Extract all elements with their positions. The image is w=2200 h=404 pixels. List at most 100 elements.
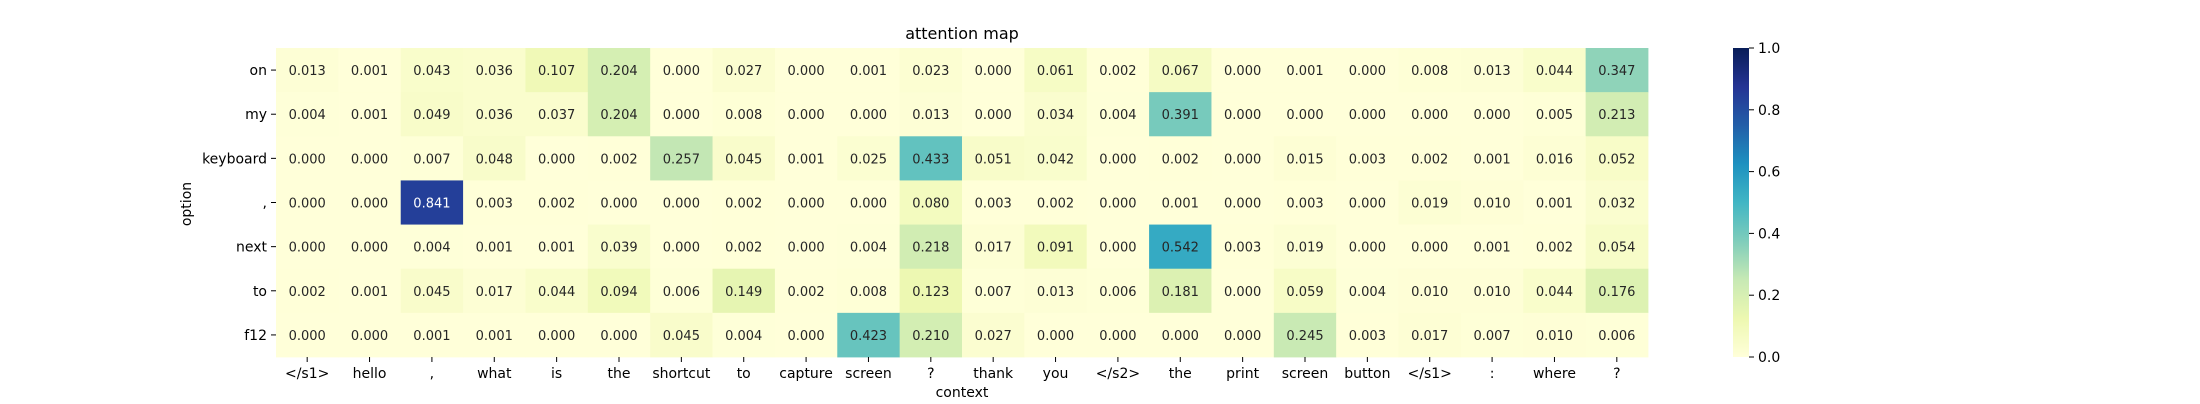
heatmap-cell-1-15: [1211, 92, 1275, 137]
heatmap-cell-1-12: [1024, 92, 1088, 137]
x-tick-label: </s1>: [1408, 366, 1452, 382]
cell-value-label: 0.036: [476, 64, 513, 79]
cell-value-label: 0.000: [1099, 329, 1136, 344]
cell-value-label: 0.004: [1349, 285, 1386, 300]
heatmap-cell-2-9: [837, 136, 901, 181]
heatmap-cell-6-6: [650, 312, 713, 358]
heatmap-cell-1-0: [276, 92, 339, 137]
cell-value-label: 0.000: [1349, 64, 1386, 79]
heatmap-cell-6-16: [1273, 312, 1337, 358]
cell-value-label: 0.002: [787, 285, 824, 300]
heatmap-cell-2-10: [899, 136, 963, 181]
heatmap-cell-0-6: [650, 48, 713, 93]
cell-value-label: 0.001: [413, 329, 450, 344]
cell-value-label: 0.094: [600, 285, 637, 300]
cell-value-label: 0.542: [1162, 241, 1199, 256]
heatmap-cell-3-0: [276, 180, 339, 225]
x-tick-label: you: [1043, 366, 1069, 382]
heatmap-cell-5-14: [1149, 268, 1212, 314]
cell-value-label: 0.000: [1224, 197, 1261, 212]
heatmap-cell-0-9: [837, 48, 901, 93]
heatmap-cell-6-13: [1086, 312, 1150, 358]
heatmap-cell-4-17: [1336, 224, 1399, 270]
cell-value-label: 0.006: [663, 285, 700, 300]
x-tick-label: capture: [779, 366, 833, 382]
heatmap-cell-2-4: [525, 136, 589, 181]
heatmap-cell-3-10: [899, 180, 963, 225]
cell-value-label: 0.000: [600, 329, 637, 344]
x-tick-label: </s2>: [1096, 366, 1140, 382]
heatmap-cell-5-5: [587, 268, 651, 314]
cell-value-label: 0.008: [1411, 64, 1448, 79]
heatmap-cell-1-21: [1585, 92, 1649, 137]
x-tick-label: ,: [430, 366, 434, 382]
cell-value-label: 0.210: [912, 329, 949, 344]
cell-value-label: 0.039: [600, 241, 637, 256]
heatmap-cell-0-0: [276, 48, 339, 93]
heatmap-cell-0-8: [774, 48, 838, 93]
heatmap-cell-6-11: [962, 312, 1025, 358]
heatmap-cell-4-15: [1211, 224, 1275, 270]
colorbar: 0.0 0.2 0.4 0.6 0.8 1.0: [1733, 41, 1780, 366]
cell-value-label: 0.043: [413, 64, 450, 79]
heatmap-cell-4-9: [837, 224, 901, 270]
colorbar-tick-label: 0.4: [1758, 226, 1780, 242]
cell-value-label: 0.000: [1286, 108, 1323, 123]
heatmap-cell-1-1: [338, 92, 402, 137]
cell-value-label: 0.000: [1349, 241, 1386, 256]
heatmap-cell-5-18: [1398, 268, 1462, 314]
cell-value-label: 0.000: [1224, 285, 1261, 300]
cell-value-label: 0.016: [1536, 152, 1573, 167]
cell-value-label: 0.000: [1224, 64, 1261, 79]
heatmap-cell-5-11: [962, 268, 1025, 314]
heatmap-cell-0-19: [1460, 48, 1524, 93]
heatmap-cell-2-13: [1086, 136, 1150, 181]
heatmap-cell-6-8: [774, 312, 838, 358]
heatmap-cell-0-4: [525, 48, 589, 93]
heatmap-cell-4-2: [400, 224, 464, 270]
heatmap-cell-1-4: [525, 92, 589, 137]
cell-value-label: 0.149: [725, 285, 762, 300]
heatmap-cell-3-2: [400, 180, 464, 225]
heatmap-cell-1-3: [463, 92, 526, 137]
cell-value-label: 0.027: [725, 64, 762, 79]
heatmap-cell-2-21: [1585, 136, 1649, 181]
cell-value-label: 0.034: [1037, 108, 1074, 123]
cell-value-label: 0.000: [1473, 108, 1510, 123]
cell-value-label: 0.000: [351, 329, 388, 344]
cell-value-label: 0.048: [476, 152, 513, 167]
heatmap-cell-4-8: [774, 224, 838, 270]
y-axis-ticks: on my keyboard, next to f12: [202, 63, 276, 344]
y-tick-label: on: [250, 63, 267, 79]
cell-value-label: 0.007: [413, 152, 450, 167]
cell-value-label: 0.001: [787, 152, 824, 167]
cell-value-label: 0.006: [1598, 329, 1635, 344]
cell-value-label: 0.000: [351, 152, 388, 167]
cell-value-label: 0.005: [1536, 108, 1573, 123]
cell-value-label: 0.010: [1473, 285, 1510, 300]
cell-value-label: 0.000: [1411, 241, 1448, 256]
cell-value-label: 0.003: [1349, 329, 1386, 344]
heatmap-cell-4-0: [276, 224, 339, 270]
heatmap-cell-0-13: [1086, 48, 1150, 93]
chart-title: attention map: [905, 24, 1019, 43]
heatmap-cell-5-3: [463, 268, 526, 314]
cell-value-label: 0.001: [351, 64, 388, 79]
cell-value-label: 0.000: [850, 108, 887, 123]
heatmap-cell-6-15: [1211, 312, 1275, 358]
heatmap-cell-2-11: [962, 136, 1025, 181]
heatmap-cell-5-2: [400, 268, 464, 314]
heatmap-cell-3-9: [837, 180, 901, 225]
cell-value-label: 0.080: [912, 197, 949, 212]
cell-value-label: 0.002: [1411, 152, 1448, 167]
heatmap-cell-3-12: [1024, 180, 1088, 225]
x-tick-label: ?: [927, 366, 934, 382]
x-tick-label: thank: [973, 366, 1014, 382]
cell-value-label: 0.025: [850, 152, 887, 167]
heatmap-cell-0-2: [400, 48, 464, 93]
heatmap-cell-2-20: [1523, 136, 1587, 181]
cell-value-label: 0.002: [1162, 152, 1199, 167]
heatmap-cell-2-19: [1460, 136, 1524, 181]
heatmap-cell-4-5: [587, 224, 651, 270]
